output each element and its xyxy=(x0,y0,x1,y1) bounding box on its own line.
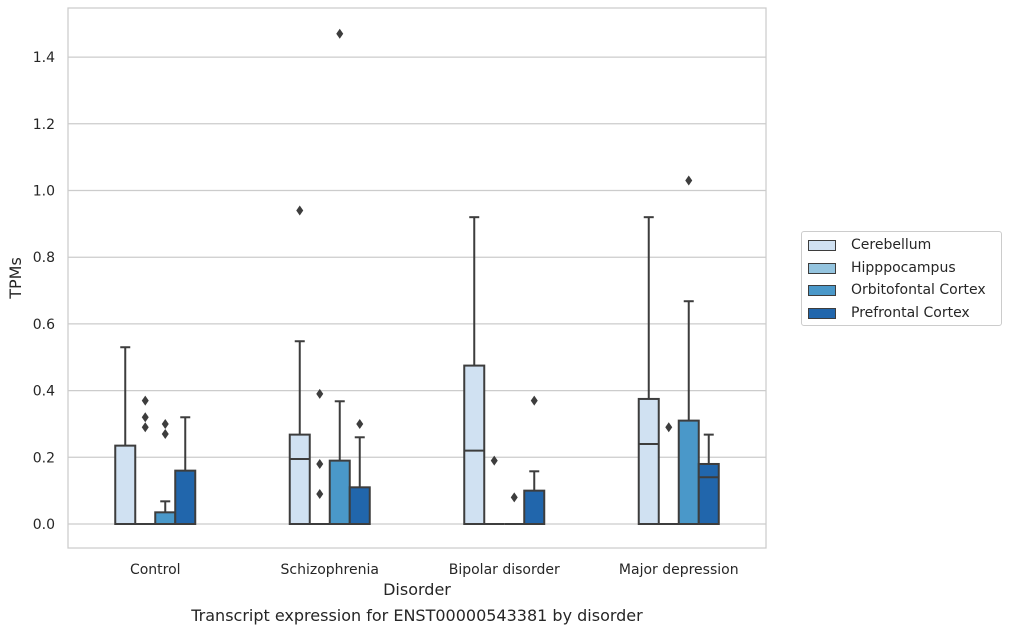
outlier-point xyxy=(316,458,324,469)
legend-label-prefrontal-cortex: Prefrontal Cortex xyxy=(851,305,970,321)
outlier-point xyxy=(530,395,538,406)
y-tick-labels: 0.0 0.2 0.4 0.6 0.8 1.0 1.2 1.4 xyxy=(33,50,55,533)
legend-item-cerebellum: Cerebellum xyxy=(808,235,931,255)
box-groups xyxy=(114,28,720,526)
legend: Cerebellum Hipppocampus Orbitofontal Cor… xyxy=(801,231,1002,326)
box-1-2 xyxy=(484,455,505,525)
outlier-point xyxy=(296,205,304,216)
legend-label-cerebellum: Cerebellum xyxy=(851,237,932,253)
box-3-3 xyxy=(697,433,720,525)
y-tick-label: 1.0 xyxy=(33,184,55,200)
figure-caption: Transcript expression for ENST0000054338… xyxy=(191,606,643,625)
box-body xyxy=(348,486,371,526)
legend-label-orbitofrontal-cortex: Orbitofontal Cortex xyxy=(851,282,986,298)
box-body xyxy=(288,433,311,526)
y-tick-label: 0.8 xyxy=(33,250,55,266)
box-1-0 xyxy=(135,395,156,525)
legend-item-orbitofrontal-cortex: Orbitofontal Cortex xyxy=(808,280,986,300)
box-0-2 xyxy=(463,216,486,525)
x-tick-label: Major depression xyxy=(619,562,739,578)
box-2-2 xyxy=(504,492,525,525)
legend-item-hippocampus: Hipppocampus xyxy=(808,258,956,278)
outlier-point xyxy=(161,428,169,439)
y-axis-label: TPMs xyxy=(6,257,25,300)
outlier-point xyxy=(141,422,149,433)
box-1-3 xyxy=(658,422,679,525)
outlier-point xyxy=(665,422,673,433)
box-body xyxy=(463,364,486,525)
outlier-point xyxy=(141,395,149,406)
box-body xyxy=(114,444,137,525)
box-body xyxy=(677,419,700,525)
outlier-point xyxy=(316,388,324,399)
box-body xyxy=(697,462,720,525)
x-tick-label: Control xyxy=(130,562,181,578)
x-axis-label: Disorder xyxy=(383,580,451,599)
box-3-2 xyxy=(523,395,546,525)
box-body xyxy=(174,469,197,526)
outlier-point xyxy=(490,455,498,466)
box-0-0 xyxy=(114,346,137,525)
outlier-point xyxy=(316,488,324,499)
y-tick-label: 0.0 xyxy=(33,517,55,533)
box-2-3 xyxy=(677,175,700,525)
box-body xyxy=(328,459,351,526)
legend-swatch-prefrontal-cortex xyxy=(808,307,836,319)
legend-swatch-orbitofrontal-cortex xyxy=(808,284,836,296)
gridlines xyxy=(68,56,766,525)
box-3-0 xyxy=(174,416,197,526)
y-tick-label: 0.6 xyxy=(33,317,55,333)
legend-swatch-cerebellum xyxy=(808,239,836,251)
box-2-0 xyxy=(154,418,177,526)
outlier-point xyxy=(685,175,693,186)
outlier-point xyxy=(161,418,169,429)
box-body xyxy=(523,489,546,525)
outlier-point xyxy=(336,28,344,39)
outlier-point xyxy=(141,412,149,423)
box-0-3 xyxy=(637,216,660,525)
x-tick-labels: Control Schizophrenia Bipolar disorder Majo… xyxy=(130,562,739,578)
box-0-1 xyxy=(288,205,311,526)
box-1-1 xyxy=(309,388,330,525)
legend-item-prefrontal-cortex: Prefrontal Cortex xyxy=(808,303,970,323)
y-tick-label: 0.4 xyxy=(33,384,55,400)
outlier-point xyxy=(356,418,364,429)
legend-swatch-hippocampus xyxy=(808,262,836,274)
y-tick-label: 1.4 xyxy=(33,50,55,66)
y-tick-label: 0.2 xyxy=(33,450,55,466)
box-3-1 xyxy=(348,418,371,526)
box-2-1 xyxy=(328,28,351,526)
plot-frame xyxy=(67,7,767,549)
legend-label-hippocampus: Hipppocampus xyxy=(851,260,956,276)
y-tick-label: 1.2 xyxy=(33,117,55,133)
box-body xyxy=(154,511,177,526)
x-tick-label: Schizophrenia xyxy=(281,562,379,578)
box-body xyxy=(637,397,660,525)
x-tick-label: Bipolar disorder xyxy=(449,562,560,578)
outlier-point xyxy=(510,492,518,503)
